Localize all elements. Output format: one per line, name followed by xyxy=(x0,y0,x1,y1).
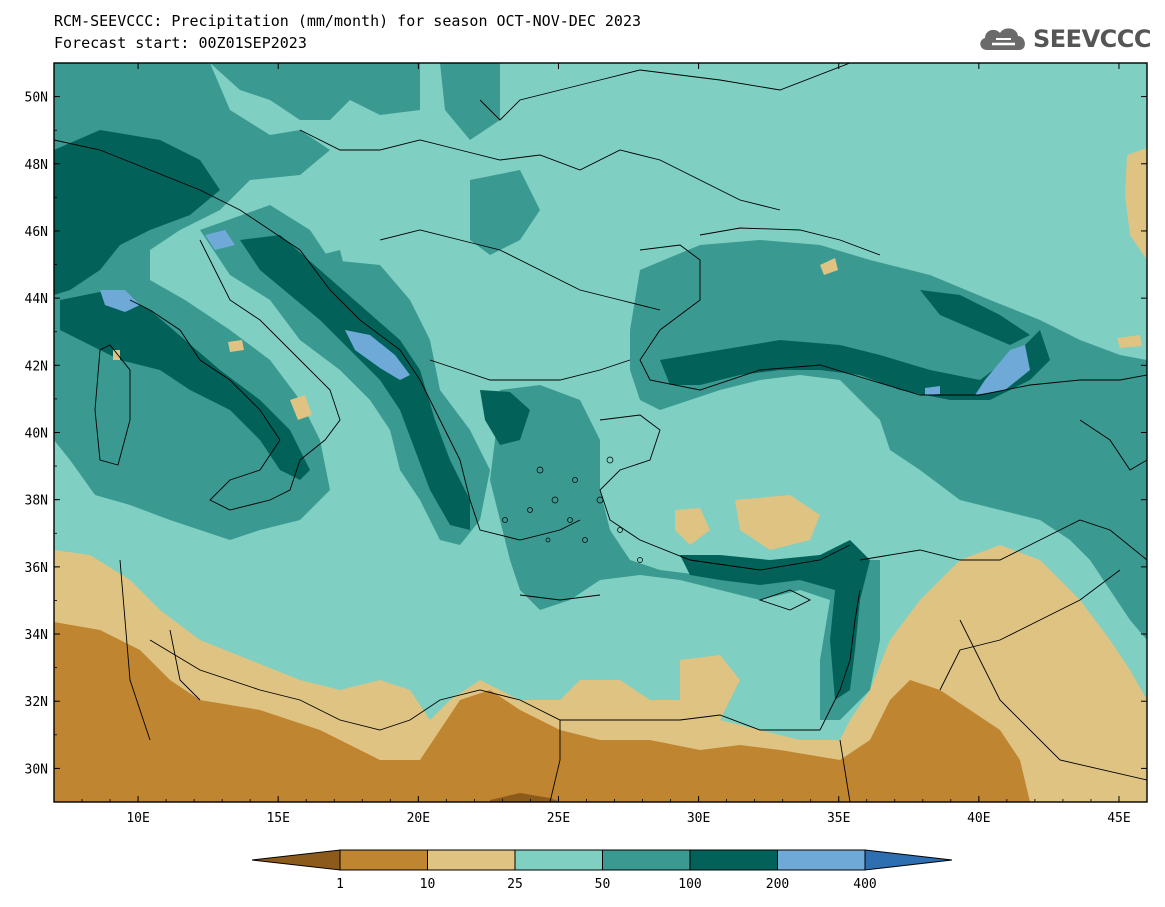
country-borders xyxy=(54,63,1147,802)
lon-tick-label: 20E xyxy=(407,811,430,826)
colorbar-tick-label: 25 xyxy=(507,877,523,892)
forecast-start-label: Forecast start: 00Z01SEP2023 xyxy=(54,34,307,52)
seevccc-logo: SEEVCCC xyxy=(977,22,1152,56)
contour-10-25 xyxy=(54,622,1030,802)
contour-fields xyxy=(54,63,1147,802)
colorbar-tick-label: 50 xyxy=(595,877,611,892)
colorbar: 1 10 25 50 100 200 400 xyxy=(251,849,953,892)
contour-200-400 xyxy=(100,230,1030,395)
colorbar-segment xyxy=(427,849,516,871)
lat-tick-label: 48N xyxy=(25,158,48,173)
lat-tick-label: 46N xyxy=(25,225,48,240)
colorbar-segment xyxy=(777,849,866,871)
lon-tick-label: 10E xyxy=(126,811,149,826)
lat-tick-label: 42N xyxy=(25,359,48,374)
lon-tick-label: 35E xyxy=(827,811,850,826)
lat-tick-label: 44N xyxy=(25,292,48,307)
colorbar-segment xyxy=(339,849,428,871)
lat-tick-label: 38N xyxy=(25,494,48,509)
lon-tick-label: 40E xyxy=(967,811,990,826)
latitude-axis: 50N 48N 46N 44N 42N 40N 38N 36N 34N 32N 30N xyxy=(25,62,1147,803)
lat-tick-label: 36N xyxy=(25,561,48,576)
logo-text: SEEVCCC xyxy=(1033,25,1152,53)
colorbar-tick-label: 400 xyxy=(853,877,876,892)
colorbar-left-arrow xyxy=(251,849,341,871)
colorbar-segment xyxy=(689,849,778,871)
lat-tick-label: 32N xyxy=(25,695,48,710)
colorbar-tick-label: 200 xyxy=(766,877,789,892)
lat-tick-label: 50N xyxy=(25,91,48,106)
lon-tick-label: 45E xyxy=(1107,811,1130,826)
lat-tick-label: 34N xyxy=(25,628,48,643)
contour-100-200 xyxy=(54,130,1050,700)
colorbar-right-arrow xyxy=(864,849,953,871)
lon-tick-label: 25E xyxy=(547,811,570,826)
contour-1-10 xyxy=(490,793,560,802)
cloud-icon xyxy=(980,28,1025,50)
lat-tick-label: 40N xyxy=(25,427,48,442)
map-title: RCM-SEEVCCC: Precipitation (mm/month) fo… xyxy=(54,12,641,30)
colorbar-tick-label: 10 xyxy=(420,877,436,892)
colorbar-tick-label: 100 xyxy=(678,877,701,892)
aegean-islands xyxy=(502,456,643,563)
lon-tick-label: 15E xyxy=(266,811,289,826)
colorbar-segment xyxy=(602,849,691,871)
colorbar-segment xyxy=(514,849,603,871)
colorbar-tick-label: 1 xyxy=(336,877,344,892)
longitude-axis: 10E 15E 20E 25E 30E 35E 40E 45E xyxy=(53,63,1148,826)
lat-tick-label: 30N xyxy=(25,762,48,777)
lon-tick-label: 30E xyxy=(687,811,710,826)
